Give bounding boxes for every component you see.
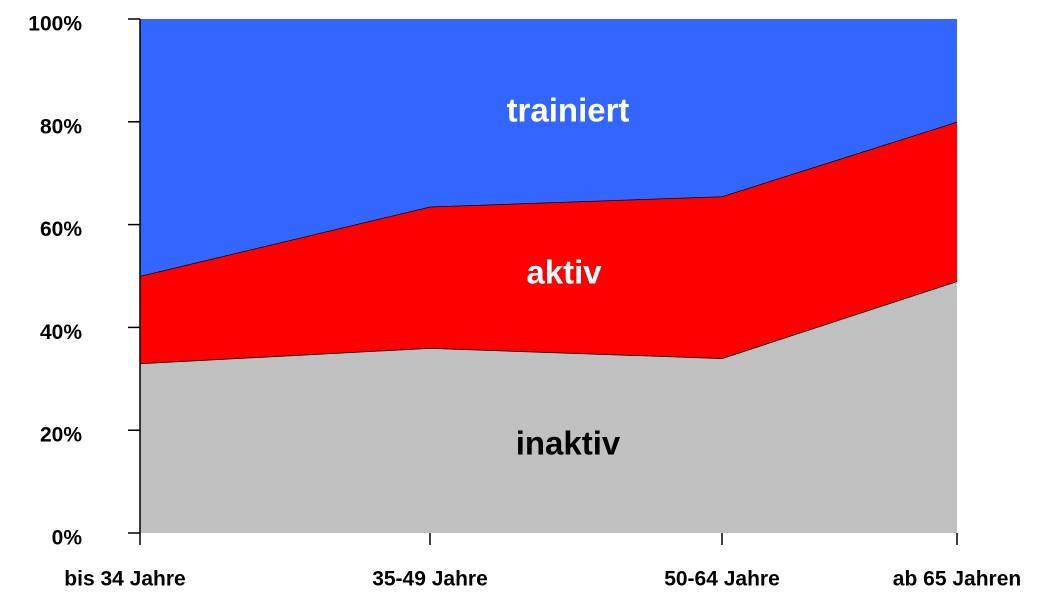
area [140,281,957,533]
y-tick-label: 100% [28,13,82,36]
y-tick-label: 0% [52,527,83,550]
y-tick-label: 40% [40,321,82,344]
y-tick-label: 80% [40,115,82,138]
series-label: inaktiv [516,425,621,462]
y-tick-label: 60% [40,218,82,241]
series-label: trainiert [507,92,630,129]
x-tick-label: bis 34 Jahre [64,568,185,591]
series-label: aktiv [526,254,602,291]
x-tick-label: 50-64 Jahre [664,568,780,591]
area [140,19,957,276]
x-tick-label: 35-49 Jahre [372,568,488,591]
y-tick-label: 20% [40,424,82,447]
area [140,121,957,364]
x-tick-label: ab 65 Jahren [893,568,1021,591]
